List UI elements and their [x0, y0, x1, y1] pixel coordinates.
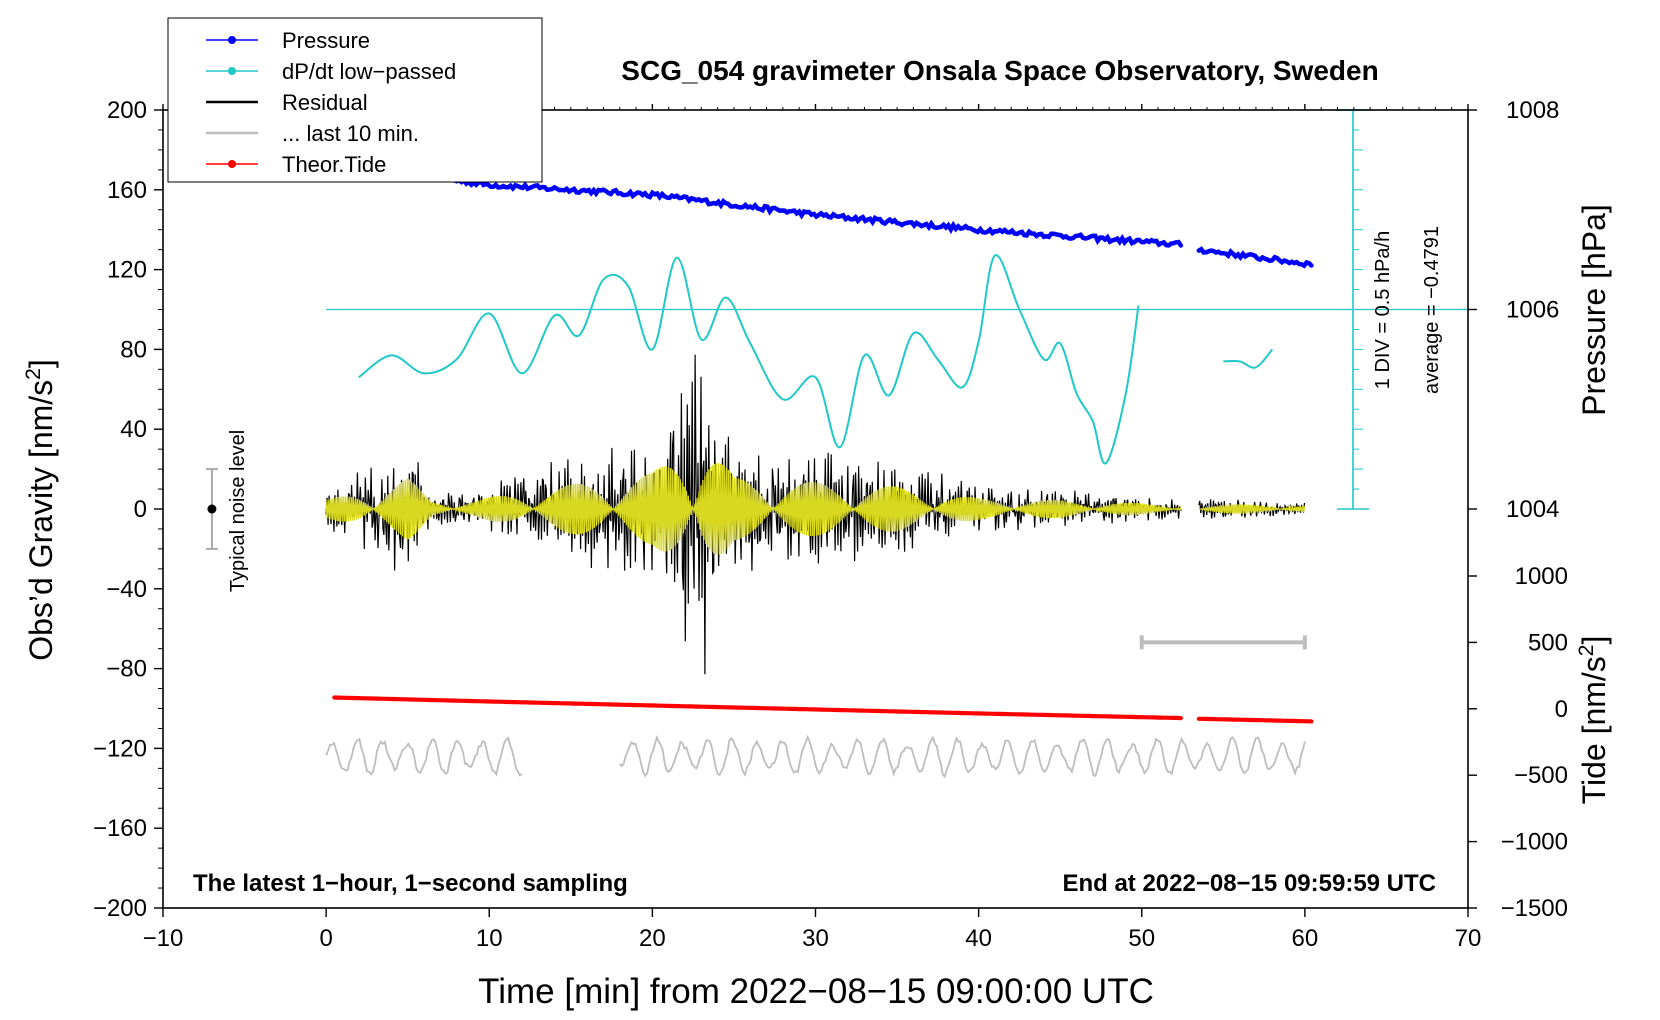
y-tick-label: 80 — [120, 336, 147, 363]
pressure-tick-label: 1004 — [1506, 496, 1559, 523]
tide-axis-label-sup: 2 — [1575, 645, 1598, 657]
x-tick-label: 30 — [802, 925, 829, 952]
legend-label: ... last 10 min. — [282, 121, 419, 146]
pressure-series — [1196, 246, 1314, 269]
dpdt-series — [1223, 348, 1274, 369]
x-tick-label: 10 — [476, 925, 503, 952]
legend-marker — [228, 36, 236, 44]
pressure-tick-label: 1008 — [1506, 97, 1559, 124]
y-tick-label: 160 — [107, 177, 147, 204]
y-tick-label: 120 — [107, 257, 147, 284]
legend: Pressure dP/dt low−passed Residual ... last… — [167, 17, 543, 183]
tide-tick-label: 1000 — [1515, 563, 1568, 590]
y-tick-label: −160 — [93, 815, 147, 842]
y-axis-label-sup: 2 — [22, 368, 45, 380]
y-axis-label: Obs’d Gravity [nm/s2] — [22, 359, 59, 661]
tide-axis-label-text: Tide [nm/s — [1576, 656, 1612, 804]
x-tick-label: 40 — [965, 925, 992, 952]
y-tick-label: 200 — [107, 97, 147, 124]
average-annotation: average = −0.4791 — [1421, 226, 1443, 394]
y-axis-label-text: Obs’d Gravity [nm/s — [23, 380, 59, 661]
sampling-note: The latest 1−hour, 1−second sampling — [193, 870, 628, 897]
tide-axis-label: Tide [nm/s2] — [1575, 636, 1612, 805]
tide-tick-label: −1000 — [1501, 829, 1568, 856]
x-tick-label: 50 — [1128, 925, 1155, 952]
tide-tick-label: 0 — [1555, 696, 1568, 723]
pressure-series — [332, 160, 1184, 248]
legend-label: dP/dt low−passed — [282, 59, 456, 84]
y-tick-label: −80 — [106, 656, 147, 683]
legend-label: Pressure — [282, 28, 370, 53]
noise-level-label: Typical noise level — [227, 430, 249, 592]
legend-label: Theor.Tide — [282, 152, 386, 177]
dpdt-series — [358, 254, 1140, 465]
y-tick-label: −120 — [93, 735, 147, 762]
legend-marker — [228, 160, 236, 168]
x-tick-label: 0 — [319, 925, 332, 952]
x-tick-label: 60 — [1292, 925, 1319, 952]
y-tick-label: −200 — [93, 895, 147, 922]
x-tick-label: 70 — [1455, 925, 1482, 952]
noise-bar-point — [207, 504, 217, 514]
legend-label: Residual — [282, 90, 368, 115]
tide-tick-label: 500 — [1528, 629, 1568, 656]
tide-tick-label: −1500 — [1501, 895, 1568, 922]
last-10-min-series — [619, 734, 1306, 779]
y-tick-label: −40 — [106, 576, 147, 603]
div-annotation: 1 DIV = 0.5 hPa/h — [1372, 231, 1394, 389]
chart-title: SCG_054 gravimeter Onsala Space Observat… — [621, 55, 1378, 86]
y-tick-label: 40 — [120, 416, 147, 443]
residual-filtered-series — [325, 463, 1183, 555]
last-10-min-series — [325, 736, 523, 777]
x-tick-label: −10 — [143, 925, 184, 952]
series-group — [205, 160, 1314, 779]
x-tick-label: 20 — [639, 925, 666, 952]
pressure-axis-label: Pressure [hPa] — [1576, 204, 1612, 416]
x-axis-label: Time [min] from 2022−08−15 09:00:00 UTC — [478, 972, 1154, 1011]
pressure-tick-label: 1006 — [1506, 297, 1559, 324]
end-time-note: End at 2022−08−15 09:59:59 UTC — [1062, 870, 1436, 897]
residual-filtered-series — [1198, 504, 1306, 514]
tide-series — [332, 695, 1183, 721]
y-tick-label: 0 — [134, 496, 147, 523]
legend-marker — [228, 67, 236, 75]
tide-tick-label: −500 — [1514, 762, 1568, 789]
axes-group: −10 0 10 20 30 40 50 60 70 200 160 120 80 40 0 −40 −80 −1… — [93, 97, 1568, 952]
legend-box — [167, 17, 543, 183]
plot-area — [326, 109, 1468, 510]
tide-axis-label-end: ] — [1576, 636, 1612, 645]
y-axis-label-end: ] — [23, 359, 59, 368]
tide-series — [1196, 716, 1314, 724]
